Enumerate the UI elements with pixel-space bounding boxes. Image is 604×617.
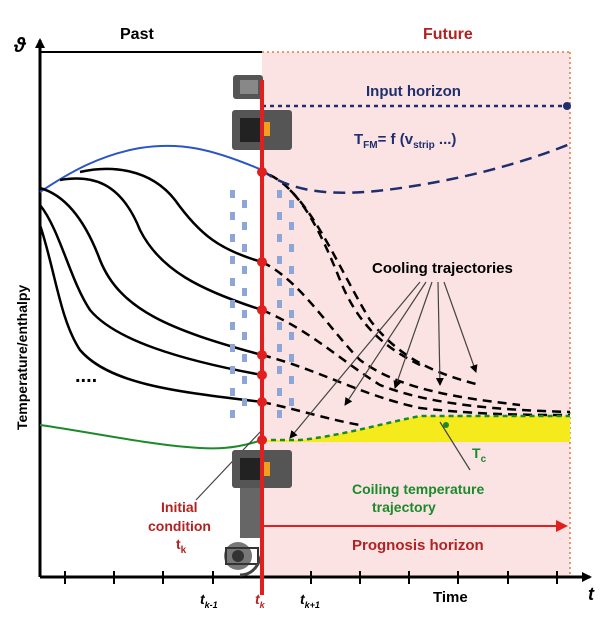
tick-label-tk: tk (255, 591, 266, 610)
cooling-trajectory-pointers (195, 281, 478, 501)
coiling-temperature-trajectory (262, 414, 570, 442)
coiling-label-line1: Coiling temperature (352, 481, 484, 497)
coiling-target-dot (443, 422, 449, 428)
past-coiling-curve (39, 424, 263, 450)
future-region (262, 52, 570, 577)
cooling-trajectories-label: Cooling trajectories (372, 260, 513, 277)
y-axis-symbol: ϑ (13, 35, 27, 57)
x-axis-symbol: t (588, 584, 595, 604)
y-axis-label: Temperature/enthalpy (14, 285, 30, 430)
past-cooling-curves (38, 167, 263, 404)
ellipsis: .... (75, 365, 97, 387)
tick-label-tk-minus-1: tk-1 (200, 591, 218, 610)
input-horizon-end-dot (563, 102, 571, 110)
initial-condition-line2: condition (148, 518, 211, 534)
prognosis-horizon-label: Prognosis horizon (352, 537, 484, 554)
tick-label-tk-plus-1: tk+1 (300, 591, 320, 610)
coiling-label-line2: trajectory (372, 499, 436, 515)
future-label: Future (423, 26, 473, 43)
x-axis-ticks (64, 571, 558, 584)
initial-condition-dots (257, 167, 267, 445)
past-upper-curve (39, 144, 263, 193)
coiling-band (262, 416, 570, 442)
stand-markers (230, 190, 294, 418)
tfm-trajectory (261, 142, 571, 194)
initial-condition-line1: Initial (161, 499, 198, 515)
input-horizon-label: Input horizon (366, 83, 461, 100)
tfm-formula: TFM= f (vstrip ...) (354, 131, 456, 151)
x-axis-label: Time (433, 589, 468, 606)
initial-condition-tk: tk (176, 536, 187, 556)
future-cooling-trajectories (261, 173, 571, 427)
tc-label: Tc (472, 445, 487, 465)
past-label: Past (120, 26, 154, 43)
